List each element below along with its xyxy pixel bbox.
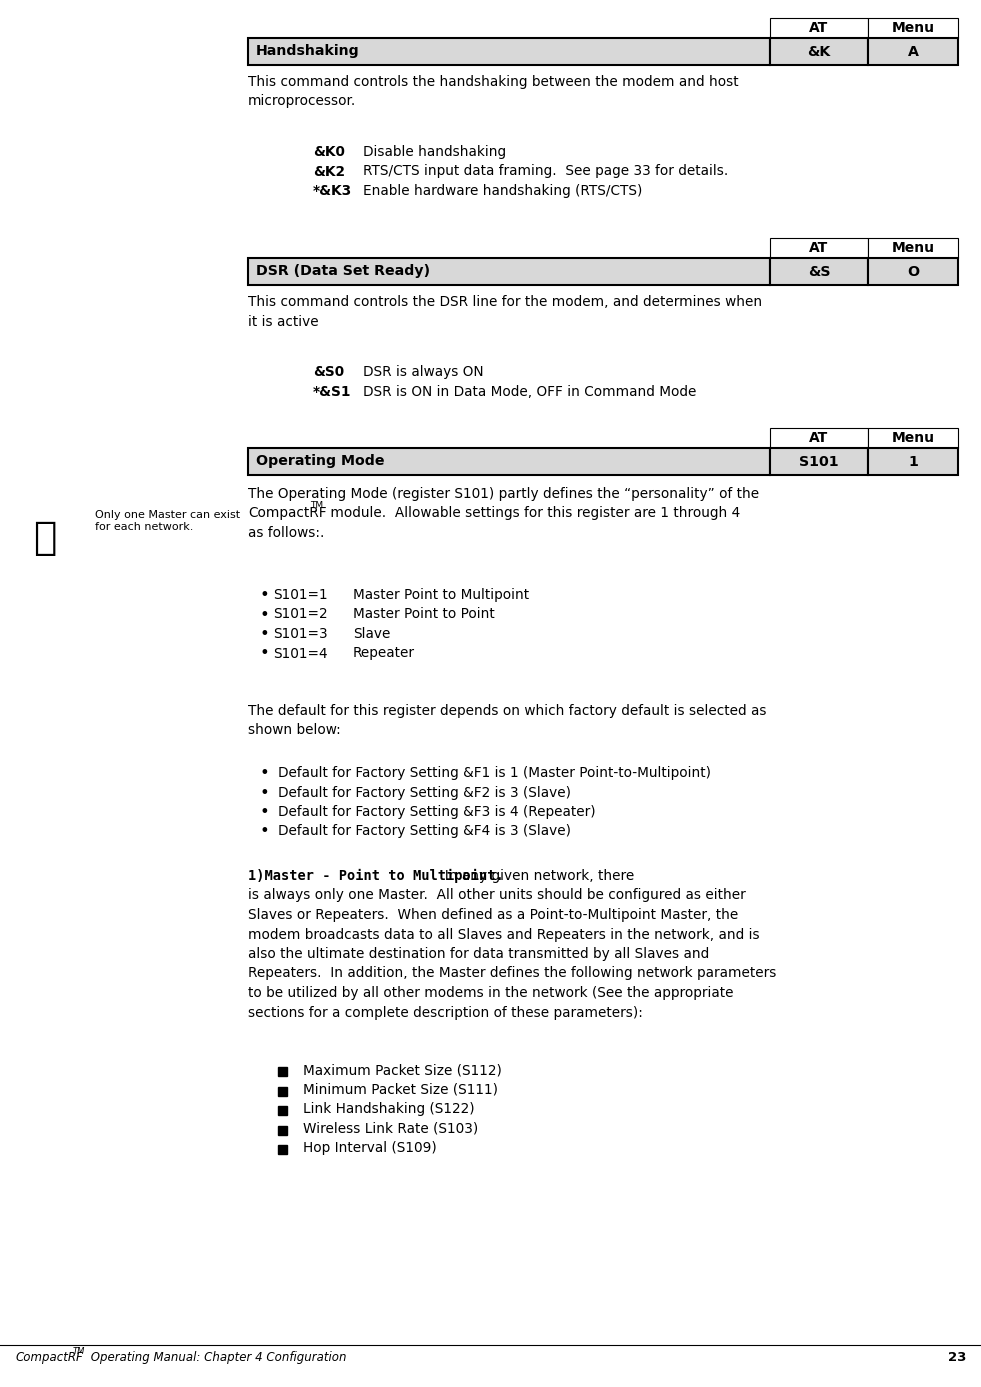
Text: Default for Factory Setting &F3 is 4 (Repeater): Default for Factory Setting &F3 is 4 (Re… <box>278 804 595 818</box>
Bar <box>278 1086 287 1096</box>
Bar <box>278 1067 287 1076</box>
Text: module.  Allowable settings for this register are 1 through 4: module. Allowable settings for this regi… <box>326 506 741 520</box>
Text: Disable handshaking: Disable handshaking <box>363 146 506 160</box>
Bar <box>248 448 770 474</box>
Text: This command controls the handshaking between the modem and host: This command controls the handshaking be… <box>248 75 739 89</box>
Text: Handshaking: Handshaking <box>256 44 360 58</box>
Text: Slaves or Repeaters.  When defined as a Point-to-Multipoint Master, the: Slaves or Repeaters. When defined as a P… <box>248 908 739 922</box>
Text: The default for this register depends on which factory default is selected as: The default for this register depends on… <box>248 705 766 718</box>
Bar <box>868 258 958 284</box>
Text: &S: &S <box>807 265 830 279</box>
Text: •: • <box>260 785 270 800</box>
Text: AT: AT <box>809 21 829 35</box>
Text: modem broadcasts data to all Slaves and Repeaters in the network, and is: modem broadcasts data to all Slaves and … <box>248 928 759 942</box>
Text: S101: S101 <box>800 455 839 469</box>
Text: it is active: it is active <box>248 315 319 329</box>
Text: DSR is always ON: DSR is always ON <box>363 365 484 379</box>
Text: sections for a complete description of these parameters):: sections for a complete description of t… <box>248 1006 643 1019</box>
Text: Slave: Slave <box>353 627 390 641</box>
Text: 1: 1 <box>908 455 918 469</box>
Text: *&S1: *&S1 <box>313 384 351 398</box>
Text: Master Point to Multipoint: Master Point to Multipoint <box>353 588 529 602</box>
Text: S101=1: S101=1 <box>273 588 328 602</box>
Text: &K2: &K2 <box>313 165 345 179</box>
Text: &K: &K <box>807 44 831 58</box>
Text: AT: AT <box>809 431 829 445</box>
Text: This command controls the DSR line for the modem, and determines when: This command controls the DSR line for t… <box>248 295 762 309</box>
Text: •: • <box>260 588 270 603</box>
Text: O: O <box>907 265 919 279</box>
Text: microprocessor.: microprocessor. <box>248 94 356 108</box>
Bar <box>770 429 868 448</box>
Bar <box>868 429 958 448</box>
Text: AT: AT <box>809 241 829 255</box>
Text: Master Point to Point: Master Point to Point <box>353 608 494 621</box>
Text: Link Handshaking (S122): Link Handshaking (S122) <box>303 1103 475 1117</box>
Bar <box>278 1146 287 1154</box>
Text: &K0: &K0 <box>313 146 345 160</box>
Text: Minimum Packet Size (S111): Minimum Packet Size (S111) <box>303 1082 498 1097</box>
Text: TM: TM <box>73 1347 85 1356</box>
Bar <box>770 258 868 284</box>
Text: RTS/CTS input data framing.  See page 33 for details.: RTS/CTS input data framing. See page 33 … <box>363 165 728 179</box>
Bar <box>868 448 958 474</box>
Text: S101=3: S101=3 <box>273 627 328 641</box>
Text: The Operating Mode (register S101) partly defines the “personality” of the: The Operating Mode (register S101) partl… <box>248 487 759 501</box>
Bar <box>248 37 770 65</box>
Bar <box>868 239 958 258</box>
Text: Enable hardware handshaking (RTS/CTS): Enable hardware handshaking (RTS/CTS) <box>363 184 643 198</box>
Bar <box>278 1125 287 1135</box>
Text: CompactRF: CompactRF <box>15 1351 82 1363</box>
Text: Repeater: Repeater <box>353 646 415 660</box>
Text: Only one Master can exist
for each network.: Only one Master can exist for each netwo… <box>95 510 240 531</box>
Text: •: • <box>260 646 270 662</box>
Text: •: • <box>260 804 270 820</box>
Bar <box>770 448 868 474</box>
Text: •: • <box>260 824 270 839</box>
Text: ☝: ☝ <box>33 520 57 558</box>
Text: •: • <box>260 608 270 623</box>
Text: A: A <box>907 44 918 58</box>
Text: Repeaters.  In addition, the Master defines the following network parameters: Repeaters. In addition, the Master defin… <box>248 967 776 981</box>
Text: Menu: Menu <box>892 21 935 35</box>
Text: S101=2: S101=2 <box>273 608 328 621</box>
Text: Default for Factory Setting &F1 is 1 (Master Point-to-Multipoint): Default for Factory Setting &F1 is 1 (Ma… <box>278 766 711 779</box>
Bar <box>770 37 868 65</box>
Text: is always only one Master.  All other units should be configured as either: is always only one Master. All other uni… <box>248 889 746 903</box>
Text: •: • <box>260 627 270 642</box>
Text: Menu: Menu <box>892 431 935 445</box>
Text: TM: TM <box>310 502 323 510</box>
Bar <box>248 258 770 284</box>
Text: 1)Master - Point to Multipoint.: 1)Master - Point to Multipoint. <box>248 870 504 884</box>
Text: *&K3: *&K3 <box>313 184 352 198</box>
Text: Default for Factory Setting &F2 is 3 (Slave): Default for Factory Setting &F2 is 3 (Sl… <box>278 785 571 799</box>
Text: S101=4: S101=4 <box>273 646 328 660</box>
Text: •: • <box>260 766 270 781</box>
Bar <box>868 18 958 37</box>
Text: Hop Interval (S109): Hop Interval (S109) <box>303 1142 437 1155</box>
Bar <box>278 1105 287 1115</box>
Text: Wireless Link Rate (S103): Wireless Link Rate (S103) <box>303 1122 479 1136</box>
Text: Maximum Packet Size (S112): Maximum Packet Size (S112) <box>303 1062 502 1076</box>
Text: CompactRF: CompactRF <box>248 506 327 520</box>
Text: &S0: &S0 <box>313 365 344 379</box>
Text: DSR is ON in Data Mode, OFF in Command Mode: DSR is ON in Data Mode, OFF in Command M… <box>363 384 697 398</box>
Text: DSR (Data Set Ready): DSR (Data Set Ready) <box>256 265 430 279</box>
Bar <box>770 239 868 258</box>
Text: Operating Manual: Chapter 4 Configuration: Operating Manual: Chapter 4 Configuratio… <box>87 1351 346 1363</box>
Text: to be utilized by all other modems in the network (See the appropriate: to be utilized by all other modems in th… <box>248 986 734 1000</box>
Text: Operating Mode: Operating Mode <box>256 455 385 469</box>
Text: as follows:.: as follows:. <box>248 526 325 540</box>
Text: In any given network, there: In any given network, there <box>436 870 634 884</box>
Text: also the ultimate destination for data transmitted by all Slaves and: also the ultimate destination for data t… <box>248 947 709 961</box>
Text: 23: 23 <box>948 1351 966 1363</box>
Bar <box>770 18 868 37</box>
Text: Default for Factory Setting &F4 is 3 (Slave): Default for Factory Setting &F4 is 3 (Sl… <box>278 824 571 839</box>
Text: shown below:: shown below: <box>248 724 340 738</box>
Text: Menu: Menu <box>892 241 935 255</box>
Bar <box>868 37 958 65</box>
